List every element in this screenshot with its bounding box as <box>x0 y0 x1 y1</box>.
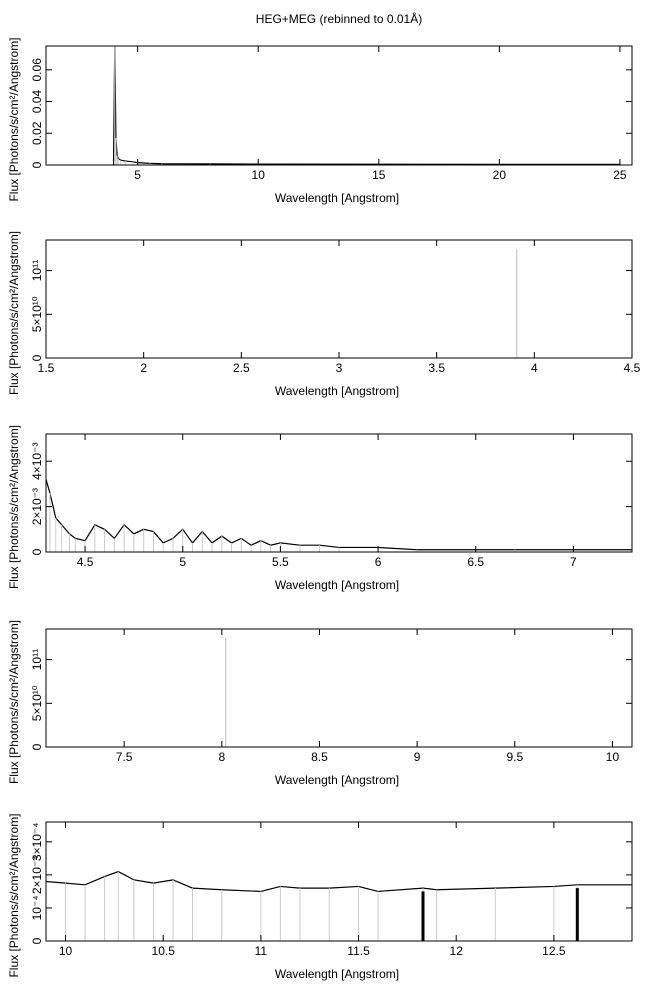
plot-frame <box>45 433 633 553</box>
x-tick-label: 1.5 <box>38 361 55 375</box>
x-tick-label: 9 <box>414 750 421 764</box>
x-tick-label: 7.5 <box>116 750 133 764</box>
y-tick-label: 2×10⁻⁴ <box>30 856 44 895</box>
plot-frame <box>45 628 633 748</box>
x-tick-label: 5 <box>134 168 141 182</box>
x-axis-label: Wavelength [Angstrom] <box>275 773 399 787</box>
y-tick-label: 0 <box>30 354 44 361</box>
x-tick-label: 20 <box>493 168 507 182</box>
x-tick-label: 6 <box>375 555 382 569</box>
x-tick-label: 4.5 <box>77 555 94 569</box>
x-tick-label: 12.5 <box>542 944 566 958</box>
x-tick-label: 10 <box>606 750 620 764</box>
x-tick-label: 25 <box>613 168 627 182</box>
x-tick-label: 7 <box>570 555 577 569</box>
x-axis-label: Wavelength [Angstrom] <box>275 191 399 205</box>
y-tick-label: 0 <box>30 161 44 168</box>
panel-1: 5 10 15 20 25 0 0.02 0.04 0.06 Wavelength [Angstr… <box>7 37 633 205</box>
x-tick-label: 9.5 <box>506 750 523 764</box>
y-axis-label: Flux [Photons/s/cm²/Angstrom] <box>7 813 21 977</box>
y-tick-label: 0.02 <box>30 121 44 145</box>
panel-3: 4.5 5 5.5 6 6.5 7 0 2×10⁻³ 4×10⁻³ Wavelength [Ang… <box>7 425 633 592</box>
y-tick-label: 0.06 <box>30 58 44 82</box>
x-tick-label: 6.5 <box>467 555 484 569</box>
y-tick-label: 0 <box>30 937 44 944</box>
y-tick-label: 0 <box>30 548 44 555</box>
x-tick-label: 4.5 <box>624 361 641 375</box>
x-tick-label: 4 <box>531 361 538 375</box>
series-line-1 <box>112 45 620 166</box>
y-tick-label: 10¹¹ <box>30 649 44 670</box>
x-tick-label: 15 <box>372 168 386 182</box>
x-tick-label: 12 <box>450 944 464 958</box>
x-tick-label: 3 <box>336 361 343 375</box>
panel-4: 7.5 8 8.5 9 9.5 10 0 5×10¹⁰ 10¹¹ Wavelength [Angs… <box>7 620 633 787</box>
y-tick-label: 3×10⁻⁴ <box>30 823 44 862</box>
plot-frame <box>45 821 633 942</box>
x-tick-label: 11 <box>255 944 268 958</box>
x-tick-label: 8.5 <box>311 750 328 764</box>
y-tick-label: 5×10¹⁰ <box>30 296 44 332</box>
x-tick-label: 10 <box>59 944 73 958</box>
y-tick-label: 0 <box>30 743 44 750</box>
y-axis-label: Flux [Photons/s/cm²/Angstrom] <box>7 231 21 395</box>
y-tick-label: 10¹¹ <box>30 260 44 281</box>
x-tick-label: 2.5 <box>233 361 250 375</box>
y-axis-label: Flux [Photons/s/cm²/Angstrom] <box>7 425 21 589</box>
panel-5: 10 10.5 11 11.5 12 12.5 0 10⁻⁴2×10⁻⁴3×10⁻⁴ Wavel… <box>7 813 633 981</box>
x-tick-label: 5.5 <box>272 555 289 569</box>
y-tick-label: 10⁻⁴ <box>30 896 44 921</box>
figure-title: HEG+MEG (rebinned to 0.01Å) <box>256 11 422 26</box>
x-tick-label: 10 <box>252 168 266 182</box>
series-line-1 <box>45 870 632 893</box>
y-tick-label: 4×10⁻³ <box>30 443 44 480</box>
x-tick-label: 2 <box>140 361 147 375</box>
plot-frame <box>45 45 633 166</box>
series-line-1 <box>45 479 632 551</box>
y-axis-label: Flux [Photons/s/cm²/Angstrom] <box>7 620 21 784</box>
y-tick-label: 5×10¹⁰ <box>30 685 44 721</box>
x-axis-label: Wavelength [Angstrom] <box>275 967 399 981</box>
y-tick-label: 0.04 <box>30 90 44 114</box>
x-axis-label: Wavelength [Angstrom] <box>275 578 399 592</box>
plot-frame <box>45 239 633 359</box>
x-tick-label: 11.5 <box>347 944 370 958</box>
panel-2: 1.5 2 2.5 3 3.5 4 4.5 0 5×10¹⁰ 10¹¹ Wavelength [An… <box>7 231 641 398</box>
x-tick-label: 10.5 <box>152 944 176 958</box>
y-axis-label: Flux [Photons/s/cm²/Angstrom] <box>7 37 21 201</box>
x-tick-label: 5 <box>179 555 186 569</box>
x-tick-label: 3.5 <box>428 361 445 375</box>
x-axis-label: Wavelength [Angstrom] <box>275 384 399 398</box>
x-tick-label: 8 <box>218 750 225 764</box>
y-tick-label: 2×10⁻³ <box>30 488 44 525</box>
